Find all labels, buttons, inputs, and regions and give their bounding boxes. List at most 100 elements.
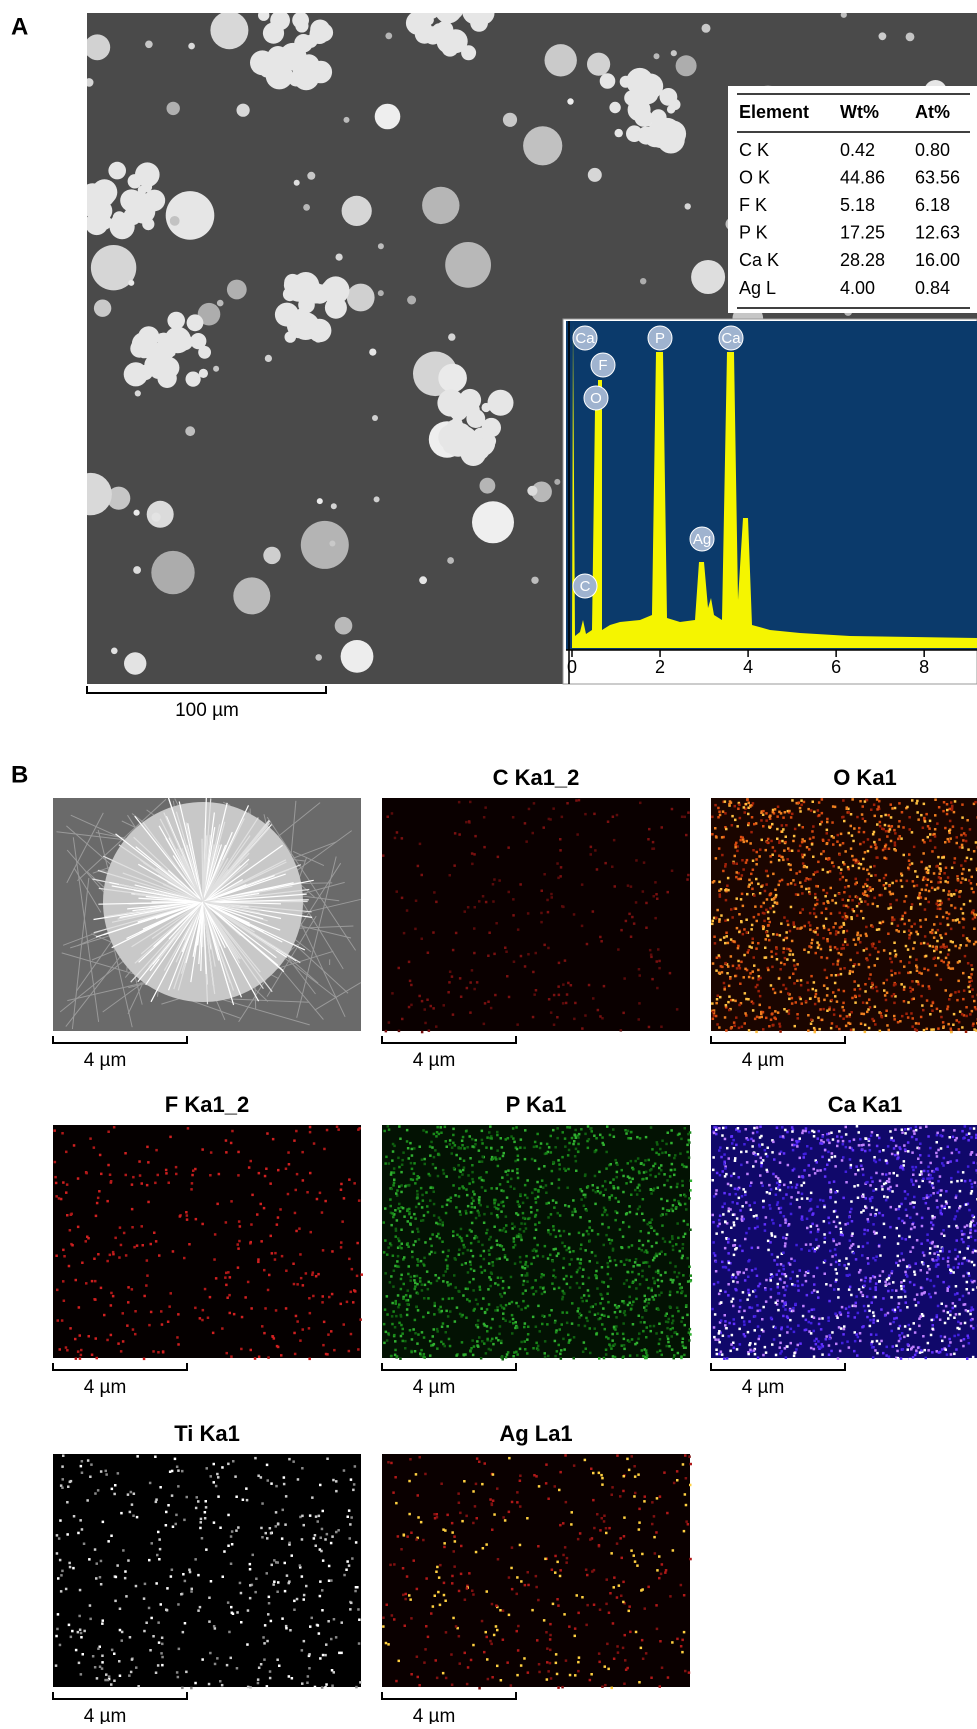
pixel xyxy=(740,898,743,901)
pixel xyxy=(287,1151,290,1154)
pixel xyxy=(787,883,790,886)
pixel xyxy=(415,1206,418,1209)
pixel xyxy=(54,1161,57,1164)
pixel xyxy=(888,1274,891,1277)
pixel xyxy=(928,865,931,868)
pixel xyxy=(635,1287,638,1290)
pixel xyxy=(536,1181,539,1184)
pixel xyxy=(817,997,820,1000)
pixel xyxy=(358,1127,361,1130)
pixel xyxy=(830,974,833,977)
pixel xyxy=(519,1234,522,1237)
pixel xyxy=(803,1156,806,1159)
particle xyxy=(527,486,537,496)
pixel xyxy=(650,1192,653,1195)
pixel xyxy=(647,1302,650,1305)
pixel xyxy=(755,1160,758,1163)
pixel xyxy=(635,901,638,904)
pixel xyxy=(846,806,849,809)
pixel xyxy=(61,1132,64,1135)
pixel xyxy=(458,1147,461,1150)
pixel xyxy=(726,1357,729,1360)
pixel xyxy=(788,948,791,951)
pixel xyxy=(842,799,845,802)
pixel xyxy=(779,1030,782,1033)
pixel xyxy=(392,1285,395,1288)
pixel xyxy=(897,825,900,828)
pixel xyxy=(757,942,760,945)
particle xyxy=(188,43,195,50)
pixel xyxy=(880,1308,883,1311)
pixel xyxy=(558,1163,561,1166)
pixel xyxy=(614,885,617,888)
pixel xyxy=(757,883,760,886)
pixel xyxy=(922,1009,925,1012)
pixel xyxy=(874,1349,877,1352)
pixel xyxy=(469,1229,472,1232)
pixel xyxy=(755,947,758,950)
pixel xyxy=(961,1230,964,1233)
pixel xyxy=(834,982,837,985)
pixel xyxy=(684,816,687,819)
pixel xyxy=(902,915,905,918)
pixel xyxy=(873,865,876,868)
pixel xyxy=(238,1220,241,1223)
pixel xyxy=(746,799,749,802)
pixel xyxy=(614,1159,617,1162)
particle xyxy=(70,473,112,515)
pixel xyxy=(953,861,956,864)
pixel xyxy=(889,957,892,960)
pixel xyxy=(714,804,717,807)
pixel xyxy=(837,989,840,992)
pixel xyxy=(672,1279,675,1282)
pixel xyxy=(773,897,776,900)
pixel xyxy=(110,1180,113,1183)
pixel xyxy=(929,1181,932,1184)
pixel xyxy=(478,1202,481,1205)
pixel xyxy=(641,1270,644,1273)
pixel xyxy=(749,842,752,845)
pixel xyxy=(933,923,936,926)
cluster xyxy=(615,129,623,137)
pixel xyxy=(718,847,721,850)
particle xyxy=(84,34,110,60)
pixel xyxy=(690,1180,693,1183)
pixel xyxy=(828,929,831,932)
pixel xyxy=(883,884,886,887)
pixel xyxy=(409,1222,412,1225)
pixel xyxy=(553,1269,556,1272)
pixel xyxy=(961,846,964,849)
pixel xyxy=(920,926,923,929)
pixel xyxy=(488,1131,491,1134)
pixel xyxy=(582,1283,585,1286)
pixel xyxy=(967,962,970,965)
pixel xyxy=(759,892,762,895)
pixel xyxy=(917,1301,920,1304)
pixel xyxy=(686,1223,689,1226)
pixel xyxy=(407,1273,410,1276)
pixel xyxy=(383,1221,386,1224)
pixel xyxy=(475,1299,478,1302)
pixel xyxy=(942,1021,945,1024)
pixel xyxy=(777,1286,780,1289)
pixel xyxy=(671,870,674,873)
pixel xyxy=(556,1137,559,1140)
pixel xyxy=(157,1174,160,1177)
pixel xyxy=(643,1321,646,1324)
pixel xyxy=(411,1148,414,1151)
pixel xyxy=(793,982,796,985)
pixel xyxy=(120,1244,123,1247)
pixel xyxy=(499,1293,502,1296)
pixel xyxy=(774,992,777,995)
pixel xyxy=(856,1125,859,1128)
pixel xyxy=(237,1247,240,1250)
pixel xyxy=(876,905,879,908)
pixel xyxy=(583,1194,586,1197)
pixel xyxy=(442,1224,445,1227)
pixel xyxy=(883,857,886,860)
pixel xyxy=(934,799,937,802)
pixel xyxy=(424,1022,427,1024)
pixel xyxy=(515,1321,518,1324)
pixel xyxy=(760,905,763,908)
pixel xyxy=(645,1305,648,1308)
